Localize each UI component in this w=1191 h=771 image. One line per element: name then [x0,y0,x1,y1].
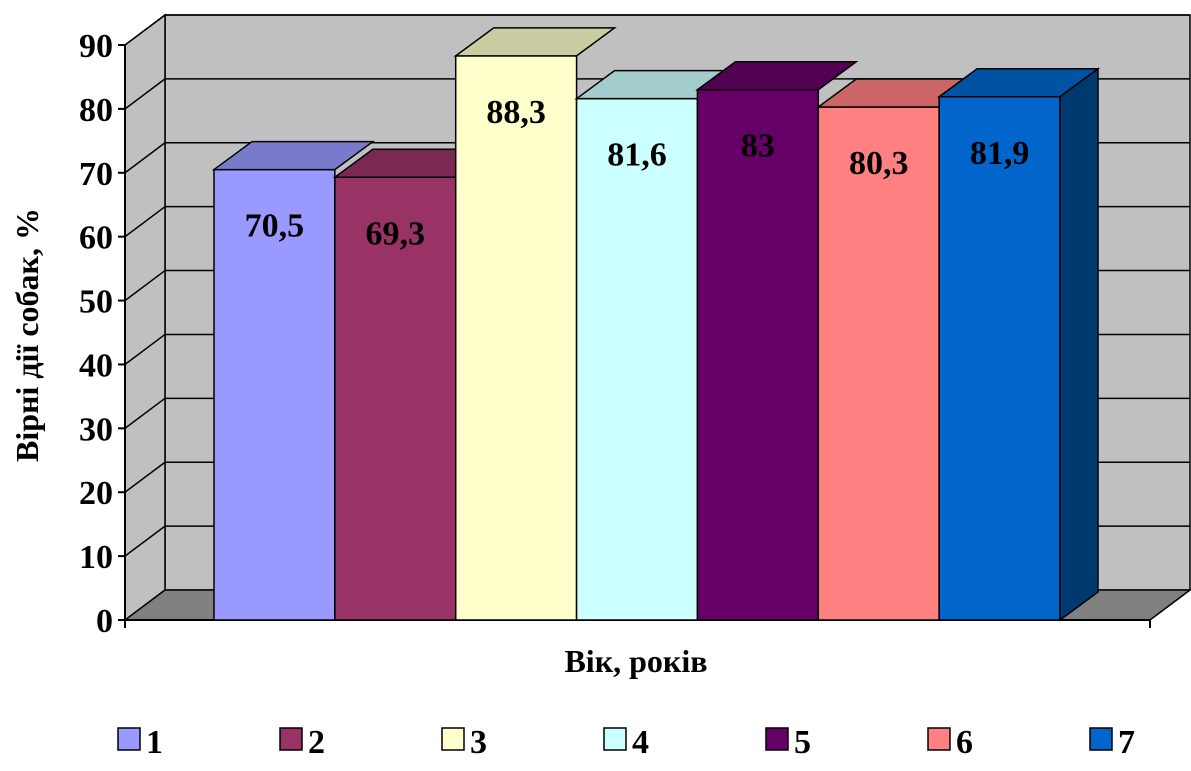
bar-front [696,88,820,621]
bar-4 [574,69,738,621]
bar-front [938,96,1061,621]
bar-top [453,27,617,57]
legend-item-5: 5 [765,724,811,761]
y-axis-title: Вірні дії собак, % [9,208,45,462]
legend-swatch [765,727,789,751]
data-label-7: 81,9 [970,135,1030,172]
gridline-side [124,461,166,493]
y-axis-tick-labels: 0 10 20 30 40 50 60 70 80 90 [79,28,113,640]
data-label-3: 88,3 [486,94,546,131]
bar-6 [816,78,980,621]
legend-swatch [1089,727,1113,751]
y-tick-label: 50 [79,284,113,321]
legend: 1 2 3 4 5 6 7 [117,724,1135,761]
legend-label: 4 [632,724,649,761]
side-wall [124,13,166,622]
gridline-side [124,525,166,557]
legend-item-3: 3 [441,724,487,761]
gridline-side [124,269,166,302]
gridline-side [124,333,166,366]
y-tick-label: 80 [79,92,113,129]
gridline-side [124,206,166,238]
legend-label: 2 [308,724,325,761]
legend-swatch [117,727,141,751]
plot-area: 70,5 69,3 88,3 81,6 83 80,3 81,9 0 10 20 30 40 50 60… [79,13,1191,640]
legend-item-6: 6 [927,724,973,761]
y-tick-label: 90 [79,28,113,65]
bar-side [1059,67,1099,622]
bar-front [817,106,940,621]
y-tick-label: 40 [79,347,113,384]
legend-swatch [279,727,303,751]
legend-swatch [603,727,627,751]
legend-label: 3 [470,724,487,761]
y-tick-label: 20 [79,475,113,512]
legend-label: 1 [146,724,163,761]
y-tick-label: 30 [79,411,113,448]
bars [211,27,1101,622]
gridline-side [124,397,166,429]
legend-item-1: 1 [117,724,163,761]
legend-swatch [927,727,951,751]
bar-front [454,55,578,621]
bar-1 [211,140,376,621]
bar-5 [695,60,859,621]
legend-item-7: 7 [1089,724,1135,761]
gridline-side [124,142,166,174]
x-axis-title: Вік, років [564,643,707,679]
data-labels: 70,5 69,3 88,3 81,6 83 80,3 81,9 [245,94,1030,252]
y-tick-label: 60 [79,220,113,257]
y-tick-label: 10 [79,539,113,576]
bar-top [695,60,859,91]
bar-front [213,168,336,621]
gridline-side [124,78,166,110]
data-label-5: 83 [741,128,775,165]
y-tick-label: 0 [96,603,113,640]
data-label-6: 80,3 [849,145,909,182]
legend-item-4: 4 [603,724,649,761]
bar-3 [453,27,617,621]
bar-front [575,97,699,621]
legend-label: 5 [794,724,811,761]
bar-7 [936,67,1101,622]
data-label-1: 70,5 [245,208,305,245]
legend-label: 7 [1118,724,1135,761]
legend-label: 6 [956,724,973,761]
legend-swatch [441,727,465,751]
bar-top [211,140,376,171]
data-label-4: 81,6 [607,137,667,174]
data-label-2: 69,3 [366,215,426,252]
legend-item-2: 2 [279,724,325,761]
y-tick-label: 70 [79,156,113,193]
gridline-side [124,14,166,46]
